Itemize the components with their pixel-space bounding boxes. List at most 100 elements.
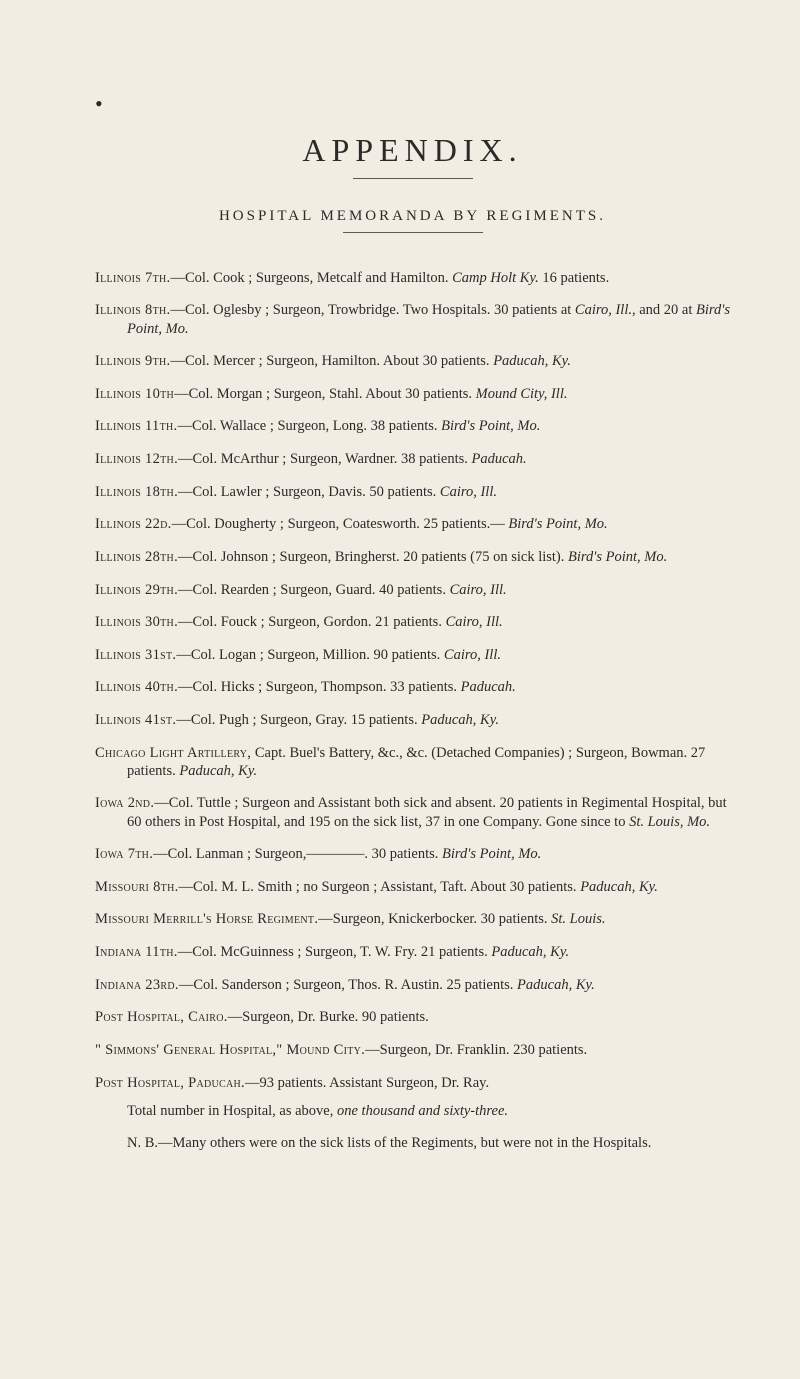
entry-location: Cairo, Ill. — [440, 484, 497, 500]
entry: Chicago Light Artillery, Capt. Buel's Ba… — [95, 744, 730, 780]
entry-body: —Col. Morgan ; Surgeon, Stahl. About 30 … — [174, 386, 472, 402]
entry-unit: " Simmons' General Hospital," Mound City… — [95, 1042, 365, 1058]
entry-unit: Iowa 2nd. — [95, 795, 154, 811]
entry-unit: Illinois 10th — [95, 386, 174, 402]
entry-location: Paducah. — [472, 451, 527, 467]
entry-body: —Col. Johnson ; Surgeon, Bringherst. 20 … — [178, 549, 564, 565]
total-prefix: Total number in Hospital, as above, — [127, 1103, 337, 1119]
entry: Illinois 30th.—Col. Fouck ; Surgeon, Gor… — [95, 613, 730, 631]
entry-location: Cairo, Ill. — [444, 647, 501, 663]
entry-unit: Illinois 12th. — [95, 451, 178, 467]
page-subtitle: HOSPITAL MEMORANDA BY REGIMENTS. — [95, 207, 730, 226]
entry-unit: Illinois 29th. — [95, 582, 178, 598]
entry-unit: Indiana 23rd. — [95, 977, 179, 993]
entry-unit: Illinois 41st. — [95, 712, 176, 728]
entry: Missouri 8th.—Col. M. L. Smith ; no Surg… — [95, 878, 730, 896]
entry: Illinois 40th.—Col. Hicks ; Surgeon, Tho… — [95, 678, 730, 696]
entry: Illinois 31st.—Col. Logan ; Surgeon, Mil… — [95, 646, 730, 664]
entry-location: Bird's Point, Mo. — [508, 516, 607, 532]
entry-unit: Illinois 8th. — [95, 302, 170, 318]
entry-body: —Col. McGuinness ; Surgeon, T. W. Fry. 2… — [178, 944, 488, 960]
entry-unit: Illinois 31st. — [95, 647, 176, 663]
entry-body: —Col. Fouck ; Surgeon, Gordon. 21 patien… — [178, 614, 442, 630]
entry: Illinois 41st.—Col. Pugh ; Surgeon, Gray… — [95, 711, 730, 729]
entry: Illinois 7th.—Col. Cook ; Surgeons, Metc… — [95, 269, 730, 287]
entries-list: Illinois 7th.—Col. Cook ; Surgeons, Metc… — [95, 269, 730, 1092]
entry-location: Paducah, Ky. — [493, 353, 571, 369]
footnote: N. B.—Many others were on the sick lists… — [95, 1134, 730, 1152]
entry-unit: Illinois 9th. — [95, 353, 170, 369]
entry-body: —Col. Cook ; Surgeons, Metcalf and Hamil… — [170, 270, 448, 286]
entry-unit: Post Hospital, Cairo. — [95, 1009, 228, 1025]
entry-unit: Chicago Light Artillery, — [95, 745, 251, 761]
entry-unit: Missouri Merrill's Horse Regiment. — [95, 911, 318, 927]
bullet-mark: • — [95, 90, 103, 118]
entry-unit: Illinois 7th. — [95, 270, 170, 286]
entry-body: —Surgeon, Knickerbocker. 30 patients. — [318, 911, 547, 927]
entry-tail: , and 20 at — [632, 302, 696, 318]
entry: Post Hospital, Cairo.—Surgeon, Dr. Burke… — [95, 1008, 730, 1026]
entry: Illinois 11th.—Col. Wallace ; Surgeon, L… — [95, 417, 730, 435]
entry: Iowa 7th.—Col. Lanman ; Surgeon,————. 30… — [95, 845, 730, 863]
entry-location: Bird's Point, Mo. — [568, 549, 667, 565]
entry: Missouri Merrill's Horse Regiment.—Surge… — [95, 910, 730, 928]
entry: Illinois 9th.—Col. Mercer ; Surgeon, Ham… — [95, 352, 730, 370]
entry-location: Cairo, Ill. — [575, 302, 632, 318]
entry-location: St. Louis, Mo. — [629, 814, 710, 830]
entry: Illinois 22d.—Col. Dougherty ; Surgeon, … — [95, 515, 730, 533]
title-rule — [353, 178, 473, 179]
entry-body: —Col. Logan ; Surgeon, Million. 90 patie… — [176, 647, 440, 663]
entry-body: —Col. McArthur ; Surgeon, Wardner. 38 pa… — [178, 451, 468, 467]
entry-unit: Illinois 40th. — [95, 679, 178, 695]
entry-unit: Missouri 8th. — [95, 879, 179, 895]
entry-location: Bird's Point, Mo. — [442, 846, 541, 862]
entry-body: —Col. Lanman ; Surgeon,————. 30 patients… — [153, 846, 438, 862]
subtitle-rule — [343, 232, 483, 233]
entry-unit: Illinois 28th. — [95, 549, 178, 565]
entry-location: Cairo, Ill. — [446, 614, 503, 630]
entry-location: Paducah, Ky. — [491, 944, 569, 960]
entry: Indiana 23rd.—Col. Sanderson ; Surgeon, … — [95, 976, 730, 994]
entry: Illinois 12th.—Col. McArthur ; Surgeon, … — [95, 450, 730, 468]
entry-unit: Illinois 18th. — [95, 484, 178, 500]
entry-location: Camp Holt Ky. — [452, 270, 539, 286]
entry-body: —Col. Dougherty ; Surgeon, Coatesworth. … — [172, 516, 505, 532]
entry-unit: Post Hospital, Paducah. — [95, 1075, 245, 1091]
entry-body: —Col. Wallace ; Surgeon, Long. 38 patien… — [177, 418, 437, 434]
entry-unit: Indiana 11th. — [95, 944, 178, 960]
entry-body: —Col. Pugh ; Surgeon, Gray. 15 patients. — [176, 712, 417, 728]
entry-location: Mound City, Ill. — [476, 386, 568, 402]
entry-body: —Col. Sanderson ; Surgeon, Thos. R. Aust… — [179, 977, 514, 993]
entry-unit: Illinois 11th. — [95, 418, 177, 434]
page-title: APPENDIX. — [95, 130, 730, 170]
total-ital: one thousand and sixty-three. — [337, 1103, 508, 1119]
entry-location: Paducah, Ky. — [517, 977, 595, 993]
entry: Illinois 28th.—Col. Johnson ; Surgeon, B… — [95, 548, 730, 566]
entry: " Simmons' General Hospital," Mound City… — [95, 1041, 730, 1059]
entry-tail: 16 patients. — [539, 270, 609, 286]
entry-body: —Col. Rearden ; Surgeon, Guard. 40 patie… — [178, 582, 446, 598]
entry: Illinois 10th—Col. Morgan ; Surgeon, Sta… — [95, 385, 730, 403]
entry: Iowa 2nd.—Col. Tuttle ; Surgeon and Assi… — [95, 794, 730, 830]
entry-body: —Col. M. L. Smith ; no Surgeon ; Assista… — [179, 879, 577, 895]
entry: Illinois 29th.—Col. Rearden ; Surgeon, G… — [95, 581, 730, 599]
entry-unit: Illinois 22d. — [95, 516, 172, 532]
entry-location: Paducah, Ky. — [179, 763, 257, 779]
entry-unit: Iowa 7th. — [95, 846, 153, 862]
entry-location: Bird's Point, Mo. — [441, 418, 540, 434]
entry-body: —Col. Hicks ; Surgeon, Thompson. 33 pati… — [178, 679, 457, 695]
entry-location: Paducah, Ky. — [580, 879, 658, 895]
entry-body: —Surgeon, Dr. Franklin. 230 patients. — [365, 1042, 587, 1058]
entry-unit: Illinois 30th. — [95, 614, 178, 630]
entry-body: —93 patients. Assistant Surgeon, Dr. Ray… — [245, 1075, 489, 1091]
entry-body: —Col. Lawler ; Surgeon, Davis. 50 patien… — [178, 484, 436, 500]
entry-body: —Col. Mercer ; Surgeon, Hamilton. About … — [170, 353, 489, 369]
entry-location: St. Louis. — [551, 911, 605, 927]
entry-body: —Surgeon, Dr. Burke. 90 patients. — [228, 1009, 429, 1025]
entry: Indiana 11th.—Col. McGuinness ; Surgeon,… — [95, 943, 730, 961]
entry-location: Cairo, Ill. — [450, 582, 507, 598]
entry: Illinois 18th.—Col. Lawler ; Surgeon, Da… — [95, 483, 730, 501]
total-line: Total number in Hospital, as above, one … — [95, 1102, 730, 1120]
entry: Illinois 8th.—Col. Oglesby ; Surgeon, Tr… — [95, 301, 730, 337]
entry: Post Hospital, Paducah.—93 patients. Ass… — [95, 1074, 730, 1092]
